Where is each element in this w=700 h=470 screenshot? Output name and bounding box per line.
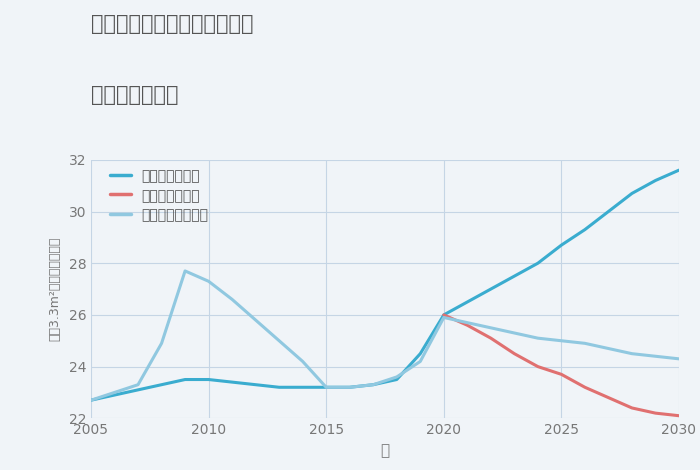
グッドシナリオ xyxy=(628,191,636,196)
ノーマルシナリオ xyxy=(486,325,495,330)
グッドシナリオ xyxy=(416,351,424,356)
ノーマルシナリオ xyxy=(228,297,237,302)
グッドシナリオ xyxy=(251,382,260,387)
ノーマルシナリオ xyxy=(463,320,472,325)
グッドシナリオ xyxy=(440,312,448,318)
ノーマルシナリオ xyxy=(251,317,260,323)
Text: 土地の価格推移: 土地の価格推移 xyxy=(91,85,178,105)
Line: ノーマルシナリオ: ノーマルシナリオ xyxy=(91,271,679,400)
ノーマルシナリオ xyxy=(87,398,95,403)
グッドシナリオ xyxy=(275,384,284,390)
ノーマルシナリオ xyxy=(134,382,142,387)
ノーマルシナリオ xyxy=(393,374,401,380)
バッドシナリオ xyxy=(440,312,448,318)
グッドシナリオ xyxy=(486,286,495,292)
バッドシナリオ xyxy=(675,413,683,418)
ノーマルシナリオ xyxy=(628,351,636,356)
ノーマルシナリオ xyxy=(557,338,566,344)
ノーマルシナリオ xyxy=(275,338,284,344)
ノーマルシナリオ xyxy=(322,384,330,390)
バッドシナリオ xyxy=(510,351,519,356)
グッドシナリオ xyxy=(158,382,166,387)
グッドシナリオ xyxy=(322,384,330,390)
バッドシナリオ xyxy=(533,364,542,369)
ノーマルシナリオ xyxy=(369,382,377,387)
ノーマルシナリオ xyxy=(158,341,166,346)
グッドシナリオ xyxy=(604,209,612,214)
グッドシナリオ xyxy=(134,387,142,392)
ノーマルシナリオ xyxy=(581,341,589,346)
グッドシナリオ xyxy=(557,243,566,248)
グッドシナリオ xyxy=(298,384,307,390)
グッドシナリオ xyxy=(228,379,237,385)
ノーマルシナリオ xyxy=(416,359,424,364)
Y-axis label: 坪（3.3m²）単価（万円）: 坪（3.3m²）単価（万円） xyxy=(48,237,62,341)
グッドシナリオ xyxy=(651,178,659,183)
バッドシナリオ xyxy=(628,405,636,411)
ノーマルシナリオ xyxy=(651,353,659,359)
グッドシナリオ xyxy=(87,398,95,403)
ノーマルシナリオ xyxy=(204,278,213,284)
ノーマルシナリオ xyxy=(346,384,354,390)
Legend: グッドシナリオ, バッドシナリオ, ノーマルシナリオ: グッドシナリオ, バッドシナリオ, ノーマルシナリオ xyxy=(110,169,209,222)
ノーマルシナリオ xyxy=(510,330,519,336)
グッドシナリオ xyxy=(111,392,119,398)
グッドシナリオ xyxy=(393,376,401,382)
Line: バッドシナリオ: バッドシナリオ xyxy=(444,315,679,415)
グッドシナリオ xyxy=(675,167,683,173)
X-axis label: 年: 年 xyxy=(380,443,390,458)
ノーマルシナリオ xyxy=(111,390,119,395)
ノーマルシナリオ xyxy=(675,356,683,361)
グッドシナリオ xyxy=(181,376,189,382)
バッドシナリオ xyxy=(581,384,589,390)
ノーマルシナリオ xyxy=(604,346,612,352)
ノーマルシナリオ xyxy=(440,315,448,321)
グッドシナリオ xyxy=(581,227,589,232)
バッドシナリオ xyxy=(486,335,495,341)
グッドシナリオ xyxy=(510,273,519,279)
バッドシナリオ xyxy=(463,322,472,328)
Text: 三重県四日市市阿倉川新町の: 三重県四日市市阿倉川新町の xyxy=(91,14,253,34)
ノーマルシナリオ xyxy=(533,335,542,341)
グッドシナリオ xyxy=(369,382,377,387)
グッドシナリオ xyxy=(533,260,542,266)
ノーマルシナリオ xyxy=(181,268,189,274)
ノーマルシナリオ xyxy=(298,359,307,364)
Line: グッドシナリオ: グッドシナリオ xyxy=(91,170,679,400)
グッドシナリオ xyxy=(346,384,354,390)
バッドシナリオ xyxy=(557,371,566,377)
バッドシナリオ xyxy=(604,395,612,400)
バッドシナリオ xyxy=(651,410,659,416)
グッドシナリオ xyxy=(463,299,472,305)
グッドシナリオ xyxy=(204,376,213,382)
